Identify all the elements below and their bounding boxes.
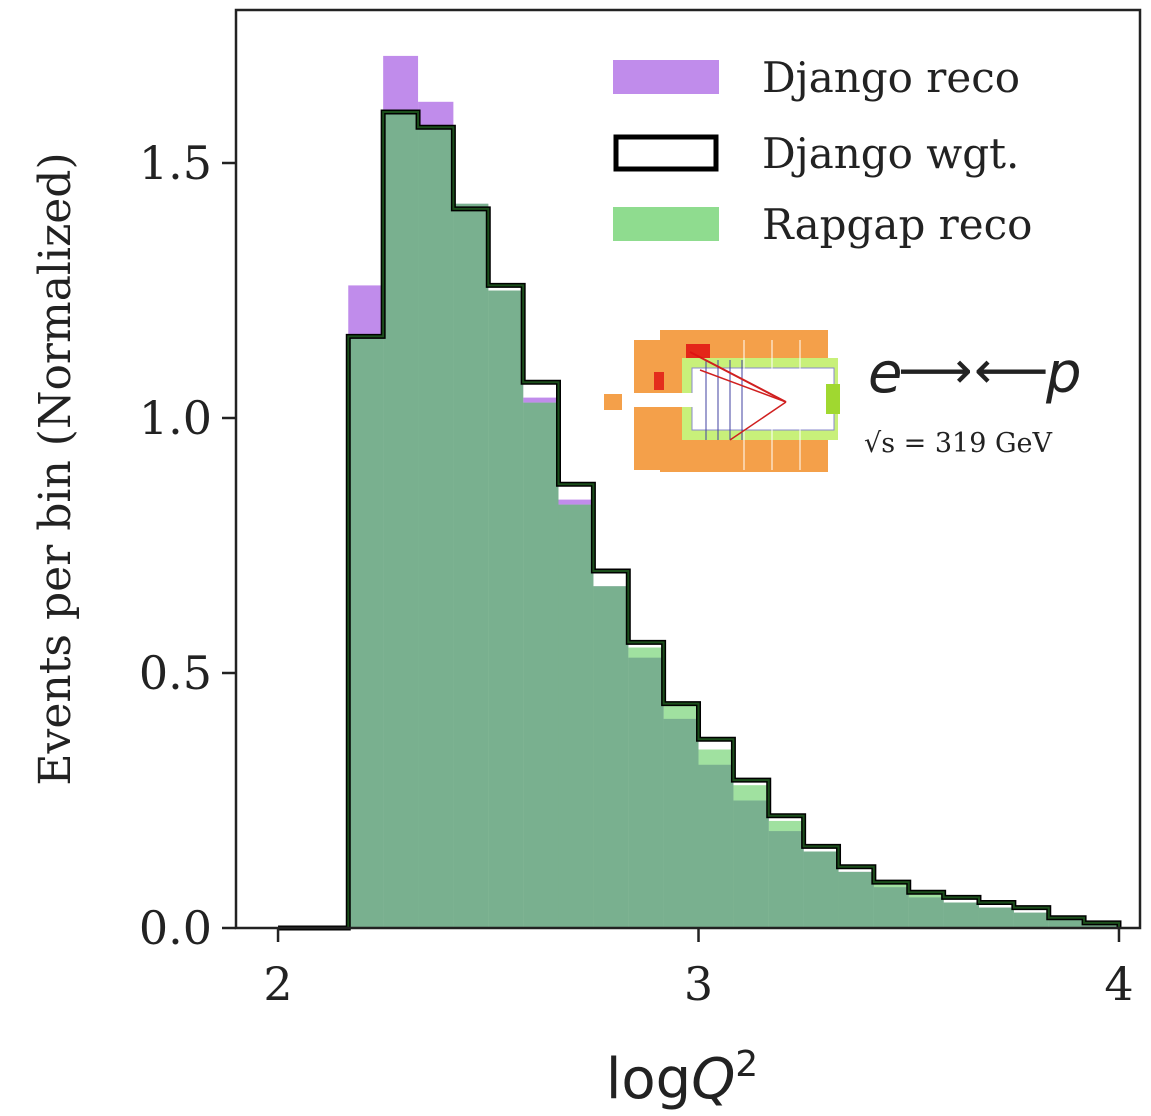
y-tick-label-1: 0.5 bbox=[139, 646, 212, 700]
y-tick-label-2: 1.0 bbox=[139, 391, 212, 445]
bar-overlap-15 bbox=[803, 851, 839, 928]
bar-overlap-4 bbox=[418, 127, 454, 929]
energy-label: √s = 319 GeV bbox=[864, 428, 1053, 459]
beam-arrow-left: ⟵ bbox=[974, 341, 1049, 401]
bar-overlap-6 bbox=[488, 290, 524, 928]
histogram-bars bbox=[348, 55, 1119, 929]
bar-overlap-12 bbox=[698, 764, 734, 928]
bar-overlap-19 bbox=[943, 902, 979, 928]
bar-overlap-3 bbox=[383, 112, 419, 928]
bar-overlap-13 bbox=[733, 800, 769, 928]
bar-overlap-2 bbox=[348, 336, 384, 928]
bar-overlap-17 bbox=[873, 887, 909, 928]
bar-overlap-23 bbox=[1084, 922, 1119, 928]
bar-overlap-7 bbox=[523, 402, 559, 928]
beam-label-p: p bbox=[1045, 341, 1082, 406]
x-tick-label-3: 3 bbox=[684, 957, 713, 1011]
bar-overlap-14 bbox=[768, 831, 804, 928]
x-tick-label-2: 2 bbox=[263, 957, 292, 1011]
beam-label-e: e bbox=[868, 341, 902, 406]
bar-overlap-20 bbox=[978, 907, 1014, 928]
bar-overlap-11 bbox=[663, 718, 699, 928]
x-axis-ticks: 2 3 4 bbox=[263, 928, 1134, 1011]
y-tick-label-0: 0.0 bbox=[139, 901, 212, 955]
bar-overlap-21 bbox=[1013, 912, 1049, 928]
legend-swatch-django-wgt bbox=[613, 134, 719, 172]
bar-overlap-10 bbox=[628, 657, 664, 928]
h1-detector-logo bbox=[604, 330, 842, 472]
plot-frame bbox=[234, 8, 1142, 930]
legend-label-django-reco: Django reco bbox=[762, 53, 1020, 102]
beam-label: e ⟶ ⟵ p bbox=[868, 341, 1082, 406]
y-tick-label-3: 1.5 bbox=[139, 136, 212, 190]
y-axis-label: Events per bin (Normalized) bbox=[30, 152, 81, 785]
legend-swatch-rapgap-reco bbox=[613, 207, 719, 241]
bar-overlap-22 bbox=[1048, 917, 1085, 928]
legend-label-django-wgt: Django wgt. bbox=[762, 129, 1019, 178]
bar-overlap-18 bbox=[908, 897, 944, 928]
step-line-inner bbox=[278, 111, 1120, 929]
legend-label-rapgap-reco: Rapgap reco bbox=[762, 200, 1032, 249]
beam-arrow-right: ⟶ bbox=[898, 341, 973, 401]
x-tick-label-4: 4 bbox=[1104, 957, 1133, 1011]
legend: Django reco Django wgt. Rapgap reco bbox=[613, 53, 1032, 249]
weighted-step-line bbox=[278, 109, 1122, 931]
x-axis-label: logQ2 bbox=[606, 1044, 758, 1111]
bar-overlap-16 bbox=[838, 871, 874, 928]
bar-overlap-9 bbox=[593, 586, 629, 928]
legend-swatch-django-reco bbox=[613, 60, 719, 94]
y-axis-ticks: 0.0 0.5 1.0 1.5 bbox=[139, 136, 236, 955]
bar-overlap-5 bbox=[453, 203, 489, 929]
bar-overlap-8 bbox=[558, 504, 594, 928]
